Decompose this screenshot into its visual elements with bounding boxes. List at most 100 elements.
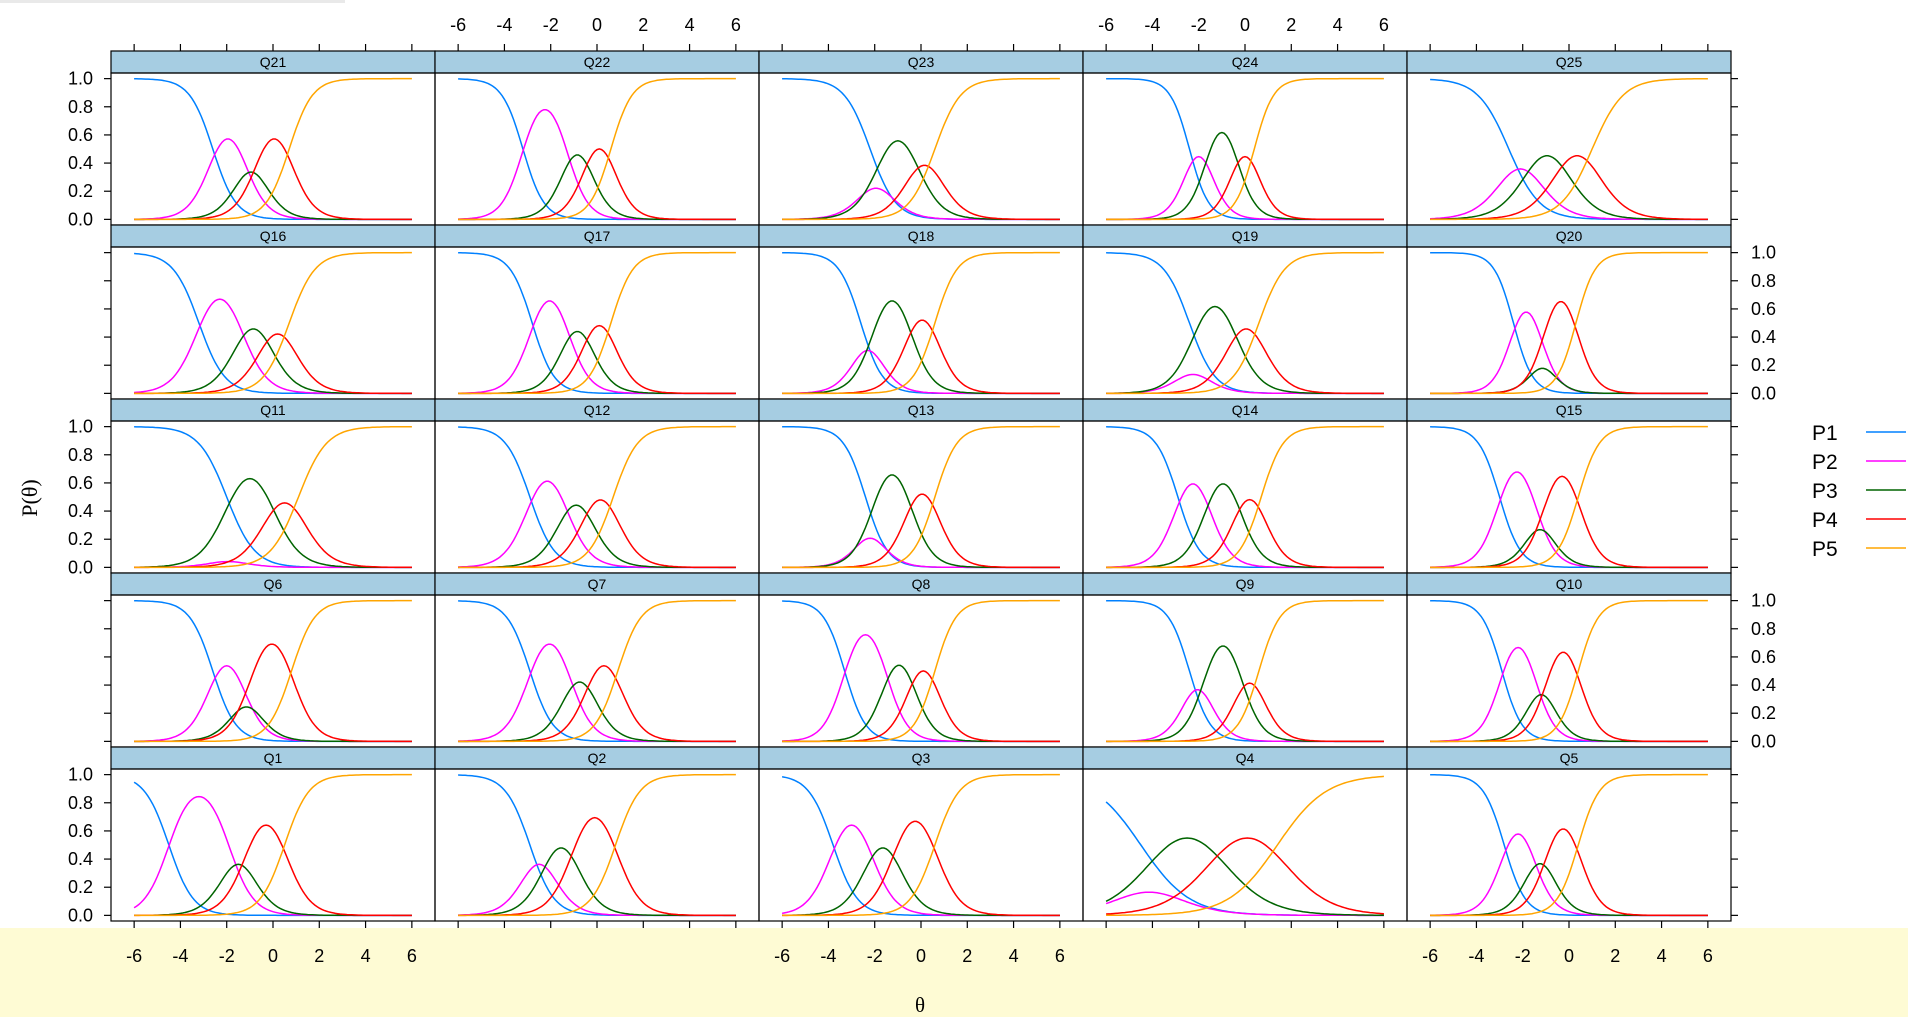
- y-tick-label-right: 0.4: [1751, 675, 1776, 695]
- curve-P1: [1430, 251, 1708, 395]
- panel-title: Q9: [1236, 576, 1255, 592]
- panel-title: Q3: [912, 750, 931, 766]
- y-tick-label-right: 0.8: [1751, 271, 1776, 291]
- curve-P3: [1106, 131, 1384, 221]
- panel-Q12: Q12: [434, 398, 760, 574]
- panel-frame: [1406, 420, 1732, 574]
- x-tick-label-bottom: 2: [1610, 946, 1620, 966]
- panel-Q18: Q18: [758, 224, 1084, 400]
- curve-P5: [134, 77, 412, 221]
- curve-P5: [1106, 77, 1384, 221]
- x-tick-label-bottom: -6: [774, 946, 790, 966]
- curve-P3: [1106, 305, 1384, 395]
- panel-title: Q20: [1556, 228, 1583, 244]
- x-tick-label-bottom: -6: [126, 946, 142, 966]
- y-tick-label-left: 0.2: [68, 181, 93, 201]
- curve-P5: [1430, 599, 1708, 743]
- x-tick-label-top: 4: [1333, 15, 1343, 35]
- curve-P4: [1106, 837, 1384, 915]
- curve-P4: [1106, 328, 1384, 395]
- x-tick-label-top: -6: [450, 15, 466, 35]
- y-tick-label-right: 0.2: [1751, 703, 1776, 723]
- curve-P5: [782, 425, 1060, 569]
- x-tick-label-bottom: -2: [867, 946, 883, 966]
- curve-P2: [1430, 311, 1708, 395]
- curve-P3: [1430, 155, 1708, 221]
- curve-P3: [134, 477, 412, 569]
- x-tick-label-bottom: -4: [1468, 946, 1484, 966]
- panel-title: Q18: [908, 228, 935, 244]
- y-tick-label-left: 0.4: [68, 153, 93, 173]
- panel-Q14: Q14: [1082, 398, 1408, 574]
- curve-P4: [458, 816, 736, 917]
- panel-Q11: Q11: [110, 398, 436, 574]
- panel-frame: [110, 594, 436, 748]
- panel-title: Q16: [260, 228, 287, 244]
- curve-P2: [1430, 646, 1708, 743]
- x-tick-label-bottom: 0: [1564, 946, 1574, 966]
- top-left-strip: [0, 0, 345, 3]
- legend-label-P2: P2: [1812, 451, 1838, 474]
- curve-P1: [134, 426, 412, 569]
- panel-Q10: Q10: [1406, 572, 1732, 748]
- panel-title: Q19: [1232, 228, 1259, 244]
- curve-P4: [134, 643, 412, 743]
- panel-Q20: Q20: [1406, 224, 1732, 400]
- x-tick-label-bottom: -4: [172, 946, 188, 966]
- curve-P2: [458, 300, 736, 395]
- y-tick-label-left: 0.6: [68, 125, 93, 145]
- curve-P5: [458, 77, 736, 221]
- y-tick-label-left: 0.4: [68, 849, 93, 869]
- panel-Q23: Q23: [758, 50, 1084, 226]
- panel-Q24: Q24: [1082, 50, 1408, 226]
- curve-P1: [1106, 77, 1384, 221]
- x-tick-label-bottom: 4: [1657, 946, 1667, 966]
- curve-P3: [1106, 483, 1384, 569]
- y-tick-label-left: 0.2: [68, 529, 93, 549]
- x-tick-label-bottom: -6: [1422, 946, 1438, 966]
- curve-P5: [1106, 599, 1384, 743]
- x-tick-label-top: -6: [1098, 15, 1114, 35]
- curve-P1: [782, 251, 1060, 395]
- legend-label-P1: P1: [1812, 422, 1838, 445]
- panel-frame: [110, 768, 436, 922]
- panel-grid: Q21 Q22 Q23 Q24 Q25 Q16 Q17 Q18 Q19 Q20 Q11 Q12 Q13 Q…: [110, 50, 1732, 922]
- curve-P5: [1106, 775, 1384, 916]
- curve-P4: [134, 138, 412, 221]
- panel-frame: [1406, 72, 1732, 226]
- curve-P3: [782, 664, 1060, 743]
- curve-P1: [134, 252, 412, 395]
- y-tick-label-right: 1.0: [1751, 243, 1776, 263]
- curve-P3: [782, 300, 1060, 395]
- panel-frame: [758, 420, 1084, 574]
- x-tick-label-bottom: 4: [1009, 946, 1019, 966]
- curve-P1: [1430, 774, 1708, 917]
- curve-P4: [1106, 498, 1384, 569]
- x-tick-label-bottom: 4: [361, 946, 371, 966]
- y-tick-label-left: 0.6: [68, 473, 93, 493]
- panel-Q3: Q3: [758, 746, 1084, 922]
- y-tick-label-left: 1.0: [68, 69, 93, 89]
- curve-P3: [1430, 528, 1708, 569]
- x-tick-label-bottom: -2: [1515, 946, 1531, 966]
- panel-Q4: Q4: [1082, 746, 1408, 922]
- y-tick-label-left: 0.0: [68, 905, 93, 925]
- panel-title: Q14: [1232, 402, 1259, 418]
- panel-frame: [110, 72, 436, 226]
- panel-frame: [434, 420, 760, 574]
- curve-P3: [134, 171, 412, 221]
- x-tick-label-top: 4: [685, 15, 695, 35]
- legend: P1 P2 P3 P4 P5: [1812, 422, 1906, 561]
- x-tick-label-bottom: 0: [268, 946, 278, 966]
- y-tick-label-left: 0.0: [68, 209, 93, 229]
- panel-Q5: Q5: [1406, 746, 1732, 922]
- panel-title: Q22: [584, 54, 611, 70]
- panel-frame: [758, 768, 1084, 922]
- curve-P2: [782, 537, 1060, 569]
- panel-frame: [434, 246, 760, 400]
- panel-Q2: Q2: [434, 746, 760, 922]
- x-tick-label-bottom: -2: [219, 946, 235, 966]
- panel-frame: [1406, 594, 1732, 748]
- panel-title: Q2: [588, 750, 607, 766]
